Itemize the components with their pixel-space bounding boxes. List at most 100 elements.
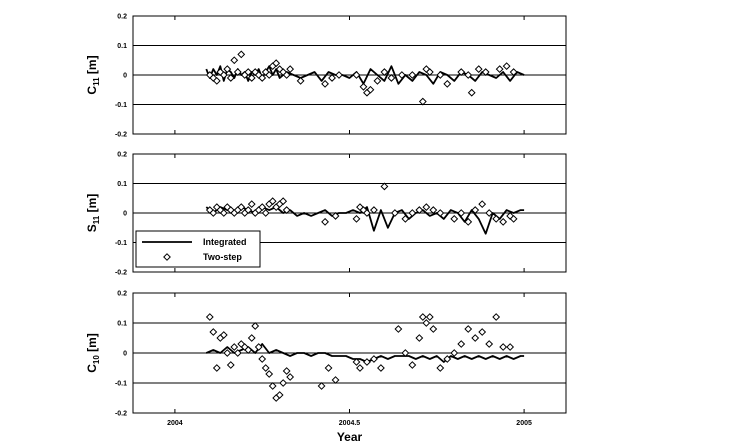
data-point-two-step <box>226 74 235 82</box>
x-tick-label: 2005 <box>516 420 532 427</box>
data-point-two-step <box>457 68 466 76</box>
data-point-two-step <box>244 68 253 76</box>
data-point-two-step <box>212 76 221 85</box>
data-point-two-step <box>258 355 267 363</box>
y-tick-label: -0.1 <box>115 381 127 388</box>
data-point-two-step <box>279 379 288 387</box>
data-point-two-step <box>418 313 427 321</box>
data-point-two-step <box>265 370 274 378</box>
data-point-two-step <box>425 313 434 321</box>
panel-s11: 0.2 0.1 0 -0.1 -0.2 S11 [m] Integrated Two-step <box>85 152 567 277</box>
data-point-two-step <box>506 343 515 351</box>
data-point-two-step <box>499 217 508 226</box>
data-point-two-step <box>499 343 508 351</box>
data-point-two-step <box>261 364 270 372</box>
data-point-two-step <box>478 200 487 209</box>
data-point-two-step <box>408 71 417 79</box>
data-point-two-step <box>282 367 291 375</box>
data-point-two-step <box>244 346 253 354</box>
data-point-two-step <box>247 334 256 342</box>
data-point-two-step <box>272 59 281 68</box>
y-axis-label-subscript: 10 <box>92 355 101 364</box>
data-point-two-step <box>219 209 228 217</box>
data-point-two-step <box>373 76 382 85</box>
y-axis-label-main: C <box>85 86 99 95</box>
data-point-two-step <box>233 68 242 76</box>
data-point-two-step <box>450 349 459 357</box>
y-axis-label: S11 [m] <box>85 194 101 232</box>
data-point-two-step <box>366 85 375 94</box>
data-point-two-step <box>335 71 343 79</box>
data-point-two-step <box>251 322 260 330</box>
data-point-two-step <box>261 209 270 217</box>
data-point-two-step <box>321 79 329 88</box>
legend-swatch-two-step <box>163 253 171 261</box>
data-point-two-step <box>230 56 239 65</box>
data-point-two-step <box>370 206 378 214</box>
data-point-two-step <box>436 71 445 79</box>
data-point-two-step <box>436 209 445 217</box>
y-axis-label-subscript: 11 <box>92 215 101 224</box>
data-point-two-step <box>467 88 476 97</box>
data-point-two-step <box>450 214 459 223</box>
data-point-two-step <box>359 82 368 91</box>
data-point-two-step <box>397 71 406 79</box>
y-axis-label-main: C <box>85 364 99 373</box>
legend-label-integrated: Integrated <box>203 237 247 247</box>
data-point-two-step <box>286 373 295 381</box>
data-point-two-step <box>387 74 396 82</box>
data-point-two-step <box>380 182 389 191</box>
data-point-two-step <box>258 74 267 82</box>
y-axis-label-unit: [m] <box>85 194 99 216</box>
data-point-two-step <box>233 349 242 357</box>
data-point-two-step <box>380 68 389 76</box>
data-point-two-step <box>279 197 288 206</box>
data-point-two-step <box>471 334 480 342</box>
data-point-two-step <box>331 212 340 220</box>
data-point-two-step <box>254 343 263 351</box>
y-tick-label: -0.2 <box>115 270 127 277</box>
data-point-two-step <box>237 50 246 59</box>
data-point-two-step <box>471 206 480 214</box>
y-tick-label: 0.1 <box>117 321 127 328</box>
data-point-two-step <box>258 203 267 212</box>
data-point-two-step <box>429 325 438 333</box>
data-point-two-step <box>401 349 410 357</box>
data-point-two-step <box>268 382 277 390</box>
data-point-two-step <box>352 358 361 366</box>
data-point-two-step <box>247 200 256 209</box>
data-point-two-step <box>443 79 452 88</box>
data-point-two-step <box>492 214 501 223</box>
y-tick-label: -0.2 <box>115 132 127 139</box>
data-point-two-step <box>485 340 494 348</box>
data-point-two-step <box>415 334 424 342</box>
data-point-two-step <box>352 71 361 79</box>
y-tick-label: 0.1 <box>117 43 127 50</box>
data-point-two-step <box>209 328 218 336</box>
data-point-two-step <box>219 71 228 79</box>
data-point-two-step <box>205 313 214 321</box>
data-point-two-step <box>223 349 232 357</box>
data-point-two-step <box>363 209 371 217</box>
data-point-two-step <box>422 319 431 327</box>
data-point-two-step <box>457 340 466 348</box>
data-point-two-step <box>219 331 228 339</box>
data-point-two-step <box>275 391 284 399</box>
data-point-two-step <box>457 209 466 217</box>
data-point-two-step <box>394 325 403 333</box>
data-point-two-step <box>363 358 371 366</box>
data-point-two-step <box>209 209 218 217</box>
data-point-two-step <box>425 68 434 76</box>
y-axis-label: C10 [m] <box>85 333 101 373</box>
data-point-two-step <box>244 206 253 214</box>
data-point-two-step <box>237 203 246 212</box>
data-point-two-step <box>408 209 417 217</box>
data-point-two-step <box>509 68 518 76</box>
y-tick-label: -0.1 <box>115 240 127 247</box>
x-tick-label: 2004 <box>167 420 183 427</box>
data-point-two-step <box>443 355 452 363</box>
data-point-two-step <box>418 97 427 106</box>
data-point-two-step <box>429 206 438 214</box>
data-point-two-step <box>390 209 399 217</box>
